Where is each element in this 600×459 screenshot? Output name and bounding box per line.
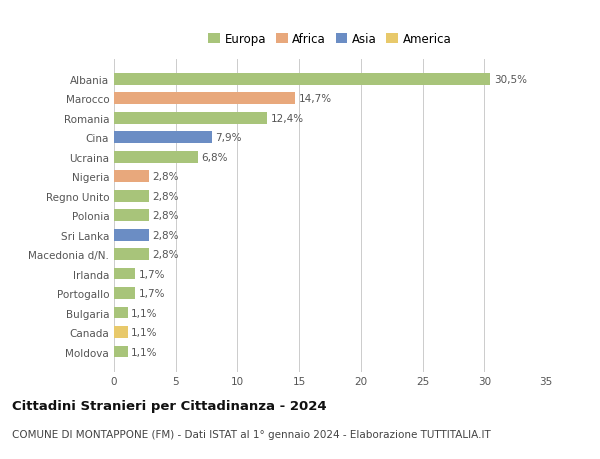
Bar bbox=[114, 288, 135, 299]
Text: 6,8%: 6,8% bbox=[202, 152, 228, 162]
Text: 2,8%: 2,8% bbox=[152, 172, 179, 182]
Text: 14,7%: 14,7% bbox=[299, 94, 332, 104]
Bar bbox=[114, 307, 128, 319]
Bar bbox=[114, 113, 267, 124]
Text: 1,1%: 1,1% bbox=[131, 308, 158, 318]
Bar bbox=[114, 93, 295, 105]
Bar bbox=[114, 171, 149, 183]
Bar bbox=[114, 74, 490, 85]
Text: 1,7%: 1,7% bbox=[139, 288, 165, 298]
Bar bbox=[114, 151, 198, 163]
Bar bbox=[114, 268, 135, 280]
Text: 30,5%: 30,5% bbox=[494, 75, 527, 84]
Text: 2,8%: 2,8% bbox=[152, 230, 179, 240]
Bar bbox=[114, 346, 128, 358]
Text: Cittadini Stranieri per Cittadinanza - 2024: Cittadini Stranieri per Cittadinanza - 2… bbox=[12, 399, 326, 412]
Bar bbox=[114, 326, 128, 338]
Bar bbox=[114, 230, 149, 241]
Text: 7,9%: 7,9% bbox=[215, 133, 242, 143]
Text: 12,4%: 12,4% bbox=[271, 113, 304, 123]
Text: 1,7%: 1,7% bbox=[139, 269, 165, 279]
Text: 2,8%: 2,8% bbox=[152, 211, 179, 221]
Text: COMUNE DI MONTAPPONE (FM) - Dati ISTAT al 1° gennaio 2024 - Elaborazione TUTTITA: COMUNE DI MONTAPPONE (FM) - Dati ISTAT a… bbox=[12, 429, 491, 439]
Text: 1,1%: 1,1% bbox=[131, 347, 158, 357]
Bar bbox=[114, 190, 149, 202]
Legend: Europa, Africa, Asia, America: Europa, Africa, Asia, America bbox=[203, 28, 457, 50]
Bar bbox=[114, 132, 212, 144]
Bar bbox=[114, 210, 149, 222]
Text: 2,8%: 2,8% bbox=[152, 191, 179, 202]
Text: 2,8%: 2,8% bbox=[152, 250, 179, 260]
Text: 1,1%: 1,1% bbox=[131, 327, 158, 337]
Bar bbox=[114, 249, 149, 260]
